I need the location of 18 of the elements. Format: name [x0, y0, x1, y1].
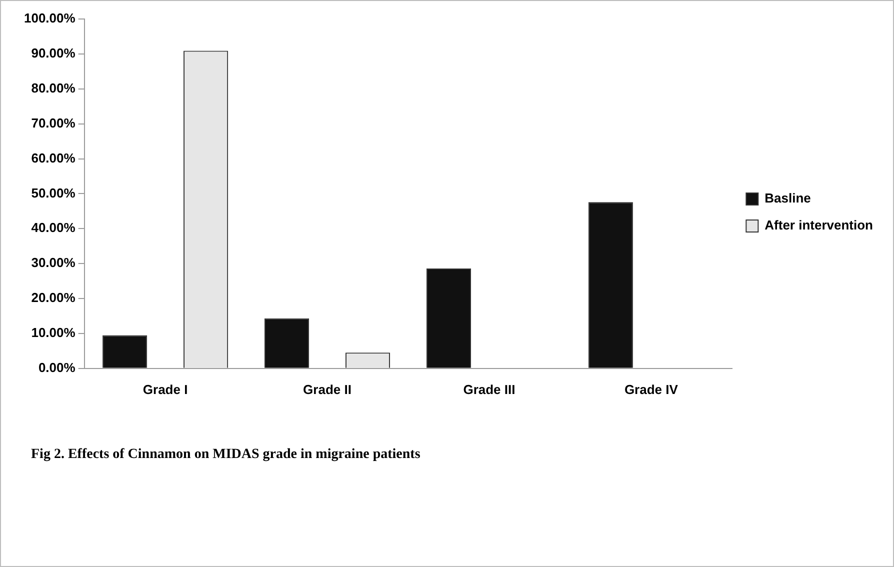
x-tick-label: Grade IV: [624, 382, 678, 397]
y-tick-label: 60.00%: [31, 150, 76, 166]
y-tick-label: 20.00%: [31, 290, 76, 306]
legend-label: Basline: [764, 190, 811, 206]
x-tick-label: Grade II: [303, 382, 352, 397]
legend-label: After intervention: [764, 218, 874, 233]
y-tick-label: 30.00%: [31, 255, 76, 270]
x-tick-label: Grade I: [142, 382, 188, 397]
y-tick-label: 50.00%: [31, 185, 76, 200]
y-tick-label: 0.00%: [38, 360, 76, 375]
y-tick-label: 40.00%: [31, 220, 76, 236]
y-tick-label: 80.00%: [31, 80, 76, 96]
y-tick-label: 70.00%: [31, 115, 76, 130]
x-tick-label: Grade III: [463, 382, 516, 397]
y-tick-label: 100.00%: [24, 10, 76, 26]
y-tick-label: 90.00%: [31, 46, 76, 61]
y-tick-label: 10.00%: [31, 325, 76, 340]
caption: Fig 2. Effects of Cinnamon on MIDAS grade in migraine patients: [31, 447, 421, 462]
